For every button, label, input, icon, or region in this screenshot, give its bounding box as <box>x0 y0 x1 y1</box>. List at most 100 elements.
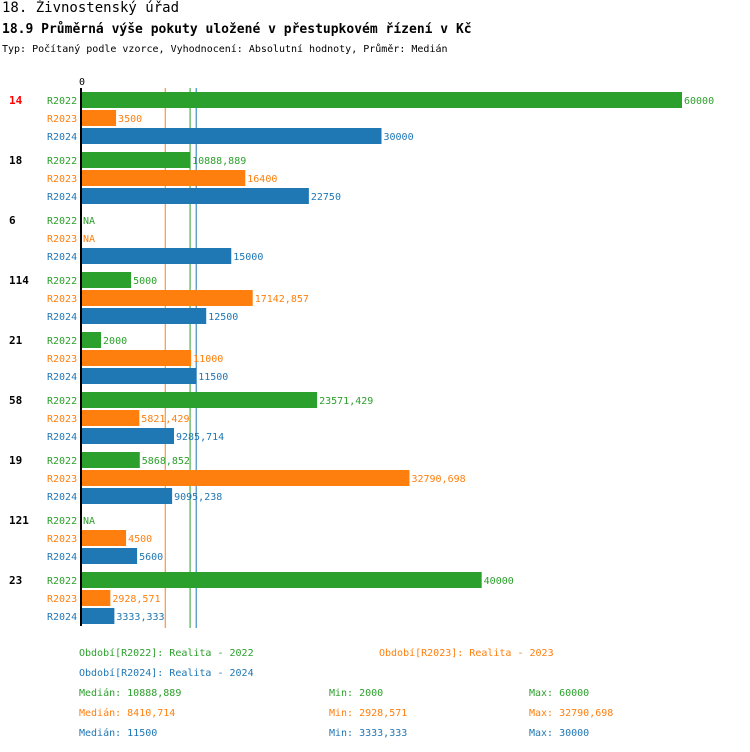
bar <box>81 170 246 186</box>
bar <box>81 128 382 144</box>
data-label: 3500 <box>118 114 142 125</box>
group-label: 14 <box>9 94 23 107</box>
stat-min-r2022: Min: 2000 <box>329 688 384 699</box>
bar <box>81 272 132 288</box>
series-label: R2024 <box>47 552 77 563</box>
group-label: 6 <box>9 214 16 227</box>
bar <box>81 290 253 306</box>
series-label: R2023 <box>47 234 77 245</box>
data-label: NA <box>83 216 95 227</box>
data-label: 16400 <box>247 174 277 185</box>
data-label: 30000 <box>384 132 414 143</box>
group-label: 23 <box>9 574 22 587</box>
series-label: R2024 <box>47 252 77 263</box>
data-label: 5600 <box>139 552 163 563</box>
bar <box>81 110 117 126</box>
bar <box>81 452 140 468</box>
stat-min-r2023: Min: 2928,571 <box>329 708 408 719</box>
bar <box>81 248 232 264</box>
bar <box>81 548 138 564</box>
section-title: 18. Živnostenský úřad <box>2 0 180 16</box>
bar <box>81 488 173 504</box>
series-label: R2023 <box>47 294 77 305</box>
data-label: 5000 <box>133 276 157 287</box>
series-label: R2022 <box>47 396 77 407</box>
bar <box>81 392 318 408</box>
legend-period-r2024: Období[R2024]: Realita - 2024 <box>79 668 254 679</box>
bar <box>81 572 482 588</box>
data-label: 32790,698 <box>411 474 465 485</box>
stat-median-r2024: Medián: 11500 <box>79 728 158 739</box>
stat-max-r2024: Max: 30000 <box>529 728 590 739</box>
chart-subtitle: Typ: Počítaný podle vzorce, Vyhodnocení:… <box>2 44 448 55</box>
group-label: 121 <box>9 514 29 527</box>
data-label: 5821,429 <box>141 414 189 425</box>
stat-median-r2022: Medián: 10888,889 <box>79 688 182 699</box>
bar <box>81 410 140 426</box>
series-label: R2022 <box>47 96 77 107</box>
stat-median-r2023: Medián: 8410,714 <box>79 708 176 719</box>
data-label: 5868,852 <box>142 456 190 467</box>
series-label: R2022 <box>47 516 77 527</box>
data-label: 12500 <box>208 312 238 323</box>
bar <box>81 152 191 168</box>
data-label: 9285,714 <box>176 432 224 443</box>
group-label: 18 <box>9 154 22 167</box>
stat-min-r2024: Min: 3333,333 <box>329 728 408 739</box>
data-label: 15000 <box>233 252 263 263</box>
data-label: NA <box>83 516 95 527</box>
axis-zero-label: 0 <box>79 77 85 88</box>
data-label: 2928,571 <box>112 594 160 605</box>
bar <box>81 470 410 486</box>
series-label: R2023 <box>47 354 77 365</box>
series-label: R2024 <box>47 132 77 143</box>
series-label: R2022 <box>47 576 77 587</box>
group-label: 21 <box>9 334 23 347</box>
series-label: R2023 <box>47 414 77 425</box>
group-label: 114 <box>9 274 29 287</box>
data-label: 2000 <box>103 336 127 347</box>
group-label: 58 <box>9 394 22 407</box>
series-label: R2024 <box>47 432 77 443</box>
data-label: 11500 <box>198 372 228 383</box>
bar <box>81 530 127 546</box>
legend-period-r2023: Období[R2023]: Realita - 2023 <box>379 648 554 659</box>
series-label: R2023 <box>47 534 77 545</box>
data-label: 40000 <box>484 576 514 587</box>
data-label: 60000 <box>684 96 714 107</box>
series-label: R2024 <box>47 372 77 383</box>
series-label: R2024 <box>47 612 77 623</box>
bar <box>81 368 197 384</box>
group-label: 19 <box>9 454 22 467</box>
bar <box>81 350 192 366</box>
data-label: NA <box>83 234 95 245</box>
bar <box>81 92 682 108</box>
bar <box>81 188 309 204</box>
bar <box>81 608 115 624</box>
data-label: 23571,429 <box>319 396 373 407</box>
legend-period-r2022: Období[R2022]: Realita - 2022 <box>79 648 254 659</box>
series-label: R2022 <box>47 156 77 167</box>
data-label: 4500 <box>128 534 152 545</box>
series-label: R2023 <box>47 594 77 605</box>
series-label: R2024 <box>47 192 77 203</box>
series-label: R2022 <box>47 216 77 227</box>
bar <box>81 332 102 348</box>
stat-max-r2023: Max: 32790,698 <box>529 708 614 719</box>
series-label: R2022 <box>47 276 77 287</box>
series-label: R2024 <box>47 492 77 503</box>
series-label: R2023 <box>47 174 77 185</box>
series-label: R2023 <box>47 114 77 125</box>
bar <box>81 308 207 324</box>
data-label: 10888,889 <box>192 156 246 167</box>
series-label: R2023 <box>47 474 77 485</box>
stat-max-r2022: Max: 60000 <box>529 688 590 699</box>
data-label: 9095,238 <box>174 492 222 503</box>
bar <box>81 590 111 606</box>
series-label: R2024 <box>47 312 77 323</box>
chart-title: 18.9 Průměrná výše pokuty uložené v přes… <box>2 22 472 37</box>
data-label: 3333,333 <box>116 612 164 623</box>
bar <box>81 428 175 444</box>
series-label: R2022 <box>47 456 77 467</box>
